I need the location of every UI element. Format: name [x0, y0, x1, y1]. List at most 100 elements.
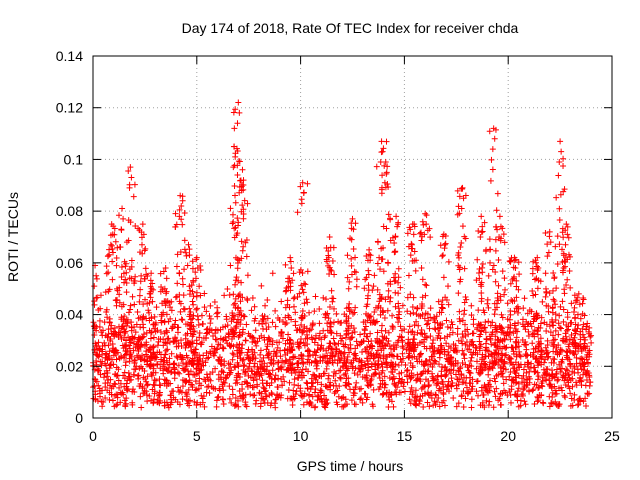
data-point	[155, 392, 162, 399]
data-point	[127, 302, 134, 309]
data-point	[257, 347, 264, 354]
data-point	[105, 330, 112, 337]
data-point	[574, 311, 581, 318]
data-point	[579, 300, 586, 307]
data-point	[118, 335, 125, 342]
data-point	[92, 343, 99, 350]
data-point	[462, 341, 469, 348]
data-point	[521, 379, 528, 386]
data-point	[477, 331, 484, 338]
data-point	[502, 286, 509, 293]
y-tick-label: 0.14	[56, 48, 83, 64]
data-point	[387, 362, 394, 369]
data-point	[561, 392, 568, 399]
data-point	[164, 367, 171, 374]
data-point	[342, 370, 349, 377]
data-point	[549, 375, 556, 382]
data-point	[161, 285, 168, 292]
data-point	[357, 331, 364, 338]
data-point	[235, 293, 242, 300]
data-point	[445, 349, 452, 356]
data-point	[253, 376, 260, 383]
data-point	[190, 331, 197, 338]
y-tick-label: 0.12	[56, 100, 83, 116]
data-point	[374, 347, 381, 354]
data-point	[494, 190, 501, 197]
data-point	[234, 120, 241, 127]
axis-ticks: 00.020.040.060.080.10.120.140 5 10 15 20 25	[56, 48, 620, 444]
data-point	[234, 215, 241, 222]
data-point	[576, 395, 583, 402]
data-point	[333, 310, 340, 317]
data-point	[378, 294, 385, 301]
data-point	[219, 396, 226, 403]
data-point	[458, 239, 465, 246]
data-point	[186, 313, 193, 320]
data-point	[232, 380, 239, 387]
data-point	[584, 368, 591, 375]
data-point	[282, 288, 289, 295]
data-point	[425, 317, 432, 324]
data-point	[436, 354, 443, 361]
data-point	[324, 360, 331, 367]
data-point	[162, 302, 169, 309]
data-point	[204, 355, 211, 362]
data-point	[300, 372, 307, 379]
data-point	[129, 399, 136, 406]
data-point	[564, 276, 571, 283]
data-point	[552, 387, 559, 394]
data-point	[372, 369, 379, 376]
data-point	[492, 306, 499, 313]
data-point	[193, 337, 200, 344]
data-point	[498, 401, 505, 408]
data-point	[147, 277, 154, 284]
data-point	[258, 282, 265, 289]
data-point	[455, 203, 462, 210]
data-point	[119, 342, 126, 349]
data-point	[237, 393, 244, 400]
data-point	[477, 321, 484, 328]
data-point	[349, 365, 356, 372]
data-point	[398, 359, 405, 366]
data-point	[118, 226, 125, 233]
data-point	[189, 265, 196, 272]
data-point	[365, 338, 372, 345]
data-point	[189, 384, 196, 391]
data-point	[125, 237, 132, 244]
data-point	[288, 367, 295, 374]
data-point	[414, 393, 421, 400]
data-point	[418, 385, 425, 392]
data-point	[283, 287, 290, 294]
data-point	[486, 387, 493, 394]
data-point	[151, 313, 158, 320]
data-point	[426, 381, 433, 388]
data-point	[131, 371, 138, 378]
data-point	[486, 128, 493, 135]
data-point	[135, 225, 142, 232]
data-point	[448, 382, 455, 389]
data-point	[513, 294, 520, 301]
data-point	[539, 298, 546, 305]
data-point	[578, 378, 585, 385]
data-point	[492, 339, 499, 346]
data-point	[495, 361, 502, 368]
data-point	[434, 373, 441, 380]
data-point	[361, 326, 368, 333]
data-point	[106, 251, 113, 258]
data-point	[366, 246, 373, 253]
data-point	[248, 367, 255, 374]
data-point	[112, 238, 119, 245]
data-point	[161, 399, 168, 406]
data-point	[151, 390, 158, 397]
data-point	[154, 342, 161, 349]
data-point	[378, 361, 385, 368]
data-point	[572, 326, 579, 333]
data-point	[331, 305, 338, 312]
data-point	[131, 181, 138, 188]
data-point	[399, 302, 406, 309]
data-point	[196, 334, 203, 341]
data-point	[547, 329, 554, 336]
data-point	[323, 296, 330, 303]
data-point	[420, 221, 427, 228]
data-point	[174, 280, 181, 287]
